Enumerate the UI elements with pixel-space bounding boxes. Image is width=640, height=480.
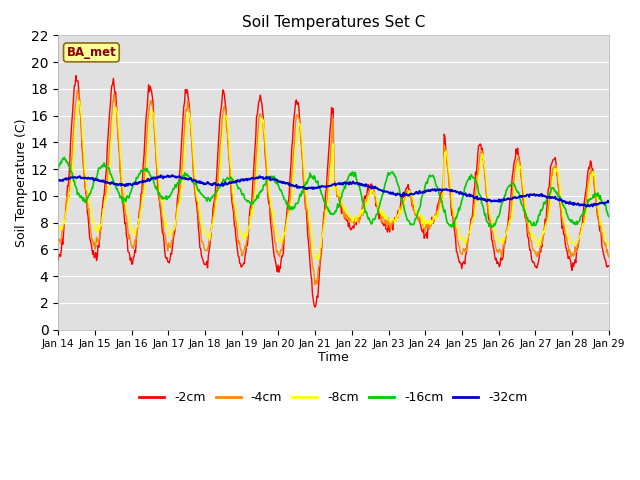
-2cm [311,304,319,310]
-16cm [417,196,425,202]
-16cm [605,214,612,219]
Text: BA_met: BA_met [67,46,116,59]
Line: -8cm: -8cm [58,101,609,260]
-32cm [168,172,176,178]
-4cm [65,191,72,196]
-8cm [122,202,129,207]
-2cm [72,73,80,79]
-4cm [54,236,62,242]
-32cm [54,177,62,183]
-4cm [605,254,612,260]
X-axis label: Time: Time [318,351,349,364]
Line: -4cm: -4cm [58,90,609,285]
-2cm [178,141,186,147]
-16cm [207,197,214,203]
-2cm [65,183,72,189]
-4cm [311,282,319,288]
-32cm [417,190,425,195]
-4cm [178,171,186,177]
-16cm [401,209,409,215]
-2cm [122,220,129,226]
-16cm [448,224,456,230]
-32cm [605,199,612,205]
-32cm [178,175,186,180]
Y-axis label: Soil Temperature (C): Soil Temperature (C) [15,118,28,247]
-8cm [76,98,84,104]
-8cm [65,200,72,205]
-8cm [207,230,214,236]
-4cm [122,213,129,218]
Line: -32cm: -32cm [58,175,609,206]
-32cm [401,191,409,197]
Line: -2cm: -2cm [58,76,609,307]
-16cm [65,164,73,169]
-4cm [418,218,426,224]
-2cm [54,257,62,263]
-32cm [65,176,72,182]
-16cm [122,199,129,204]
-4cm [207,229,214,235]
Title: Soil Temperatures Set C: Soil Temperatures Set C [242,15,425,30]
-8cm [54,226,62,231]
-16cm [61,155,68,160]
-2cm [402,186,410,192]
-8cm [418,221,426,227]
-32cm [207,181,214,187]
-32cm [589,204,596,209]
-2cm [207,236,214,241]
-8cm [312,257,320,263]
-8cm [605,240,612,246]
-32cm [121,183,129,189]
-8cm [402,195,410,201]
Line: -16cm: -16cm [58,157,609,227]
-2cm [605,264,612,269]
-4cm [402,192,410,197]
-16cm [178,177,186,182]
-8cm [178,188,186,193]
-16cm [54,167,62,172]
-2cm [418,228,426,234]
-4cm [74,87,81,93]
Legend: -2cm, -4cm, -8cm, -16cm, -32cm: -2cm, -4cm, -8cm, -16cm, -32cm [134,386,532,409]
